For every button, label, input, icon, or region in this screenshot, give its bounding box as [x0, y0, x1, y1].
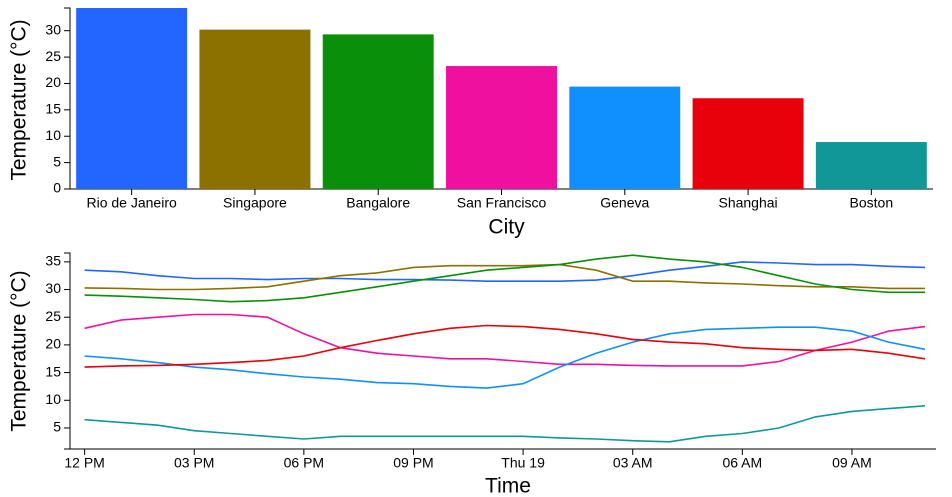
x-tick-label: Rio de Janeiro — [87, 195, 177, 211]
y-tick-label: 5 — [53, 153, 61, 169]
y-tick-label: 10 — [45, 391, 61, 407]
x-tick-label: Shanghai — [718, 195, 777, 211]
x-tick-label: 06 AM — [722, 455, 762, 471]
line-series — [84, 405, 926, 443]
bar — [322, 34, 434, 189]
line-series — [84, 254, 925, 303]
y-tick-label: 5 — [53, 419, 61, 435]
x-tick-label: 12 PM — [64, 455, 104, 471]
x-axis-title: Time — [485, 475, 531, 497]
line-series — [84, 261, 926, 282]
y-tick-label: 25 — [45, 48, 61, 64]
bar — [76, 8, 188, 189]
bar — [815, 142, 927, 189]
x-tick-label: San Francisco — [457, 195, 547, 211]
y-tick-label: 25 — [45, 308, 61, 324]
bar — [692, 98, 804, 189]
y-axis-title: Temperature (°C) — [8, 270, 31, 431]
y-tick-label: 35 — [45, 253, 61, 269]
x-tick-label: Singapore — [223, 195, 287, 211]
x-tick-label: Boston — [850, 195, 894, 211]
line-series — [84, 313, 926, 367]
y-tick-label: 0 — [53, 180, 61, 196]
y-tick-label: 30 — [45, 280, 61, 296]
x-tick-label: Thu 19 — [501, 455, 545, 471]
x-tick-label: 09 PM — [393, 455, 433, 471]
x-tick-label: Geneva — [600, 195, 649, 211]
y-tick-label: 15 — [45, 101, 61, 117]
line-series — [84, 263, 925, 291]
x-axis-title: City — [488, 216, 525, 239]
bar — [569, 86, 681, 189]
y-axis — [64, 252, 71, 450]
y-tick-label: 10 — [45, 127, 61, 143]
y-axis-title: Temperature (°C) — [8, 19, 31, 180]
x-tick-label: 03 PM — [174, 455, 214, 471]
y-tick-label: 15 — [45, 363, 61, 379]
x-tick-label: 06 PM — [284, 455, 324, 471]
bar — [446, 66, 557, 189]
x-tick-label: 03 AM — [613, 455, 653, 471]
y-axis — [64, 7, 71, 190]
y-tick-label: 20 — [45, 74, 61, 90]
line-series — [84, 326, 926, 389]
line-series — [84, 324, 926, 368]
y-tick-label: 30 — [45, 21, 61, 37]
y-tick-label: 20 — [45, 336, 61, 352]
x-tick-label: Bangalore — [346, 195, 410, 211]
bar — [199, 29, 311, 189]
x-tick-label: 09 AM — [832, 455, 872, 471]
